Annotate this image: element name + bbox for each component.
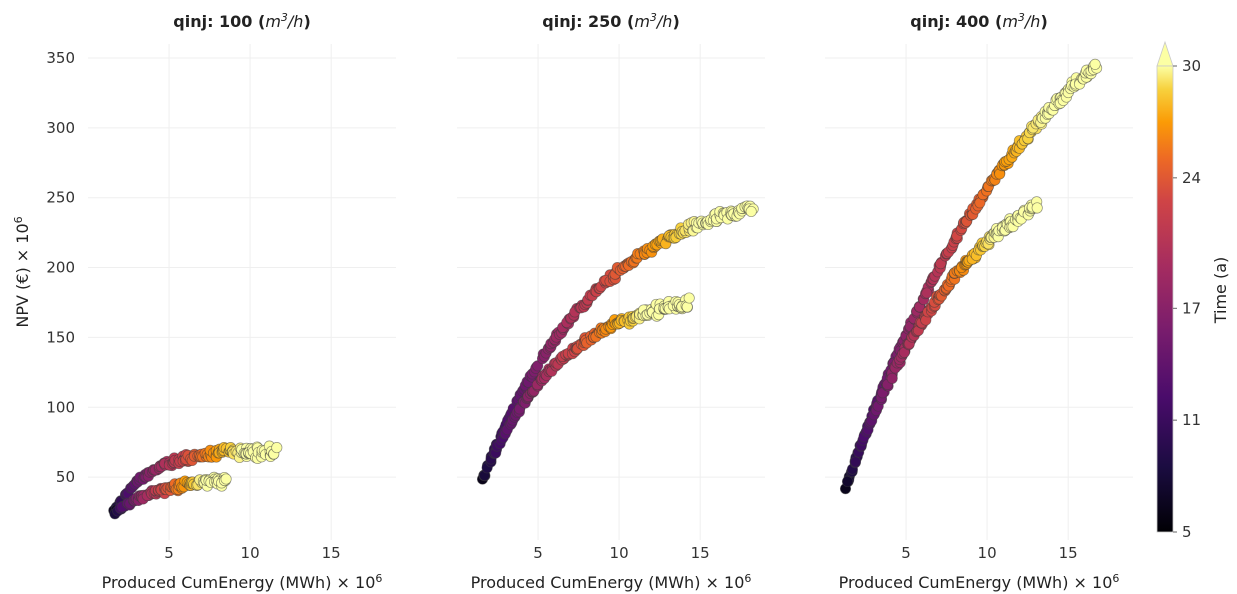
y-axis-label-text: NPV (€) × 10 — [13, 223, 32, 327]
x-axis-label-exponent: 6 — [744, 572, 751, 585]
x-tick-label: 5 — [533, 544, 543, 562]
x-tick-label: 15 — [1059, 544, 1078, 562]
y-tick-label: 250 — [46, 189, 75, 207]
panel-title-suffix: ) — [303, 12, 310, 31]
panel-title: qinj: 250 (m3/h) — [542, 11, 680, 32]
y-axis-label-exponent: 6 — [12, 216, 25, 223]
scatter-point — [1089, 58, 1101, 70]
y-tick-label: 150 — [46, 328, 75, 346]
x-tick-label: 15 — [322, 544, 341, 562]
colorbar-label: Time (a) — [1211, 257, 1230, 325]
colorbar-tick-label: 30 — [1182, 57, 1201, 75]
x-tick-label: 5 — [901, 544, 911, 562]
panel-title-unit-rest: /h — [655, 12, 673, 31]
x-tick-label: 10 — [610, 544, 629, 562]
panel-1: qinj: 100 (m3/h) 5 10 15 50 100 150 200 250 300 35… — [46, 11, 396, 593]
colorbar-tick-label: 5 — [1182, 523, 1192, 541]
panel-title-unit-exponent: 3 — [650, 11, 657, 24]
panel-title-unit-exponent: 3 — [1018, 11, 1025, 24]
panel-title-unit: m — [265, 12, 281, 31]
colorbar-tick-label: 11 — [1182, 411, 1201, 429]
panel-title-unit-rest: /h — [1023, 12, 1041, 31]
scatter-point — [841, 475, 854, 488]
panel-title: qinj: 100 (m3/h) — [173, 11, 311, 32]
panel-title-text: qinj: 400 ( — [910, 12, 1002, 31]
panel-title-unit: m — [1002, 12, 1018, 31]
scatter-points — [108, 440, 283, 520]
scatter-point — [271, 442, 283, 454]
scatter-point — [849, 456, 862, 468]
panel-title-unit-exponent: 3 — [281, 11, 288, 24]
scatter-points — [476, 200, 759, 485]
panel-2: qinj: 250 (m3/h) 5 10 15 Produced CumEnergy … — [457, 11, 765, 593]
scatter-point — [921, 287, 933, 299]
x-axis-label: Produced CumEnergy (MWh) × 106 — [102, 572, 383, 593]
scatter-point — [683, 292, 695, 304]
scatter-point — [745, 205, 757, 218]
scatter-point — [1031, 202, 1043, 214]
panel-title-suffix: ) — [1040, 12, 1047, 31]
colorbar-gradient — [1156, 65, 1174, 533]
x-axis-label-text: Produced CumEnergy (MWh) × 10 — [102, 573, 376, 592]
panel-title-text: qinj: 250 ( — [542, 12, 634, 31]
x-axis-label-exponent: 6 — [1112, 572, 1119, 585]
scatter-points — [839, 58, 1103, 495]
x-axis-label-exponent: 6 — [375, 572, 382, 585]
x-axis-label: Produced CumEnergy (MWh) × 106 — [471, 572, 752, 593]
x-tick-label: 15 — [691, 544, 710, 562]
colorbar-tick-label: 17 — [1182, 299, 1201, 317]
scatter-point — [220, 473, 232, 485]
x-axis-label: Produced CumEnergy (MWh) × 106 — [839, 572, 1120, 593]
x-tick-label: 10 — [241, 544, 260, 562]
y-tick-label: 100 — [46, 398, 75, 416]
y-tick-label: 300 — [46, 119, 75, 137]
panel-title-text: qinj: 100 ( — [173, 12, 265, 31]
y-tick-label: 200 — [46, 259, 75, 277]
y-tick-label: 50 — [56, 468, 75, 486]
x-tick-label: 10 — [978, 544, 997, 562]
x-axis-label-text: Produced CumEnergy (MWh) × 10 — [839, 573, 1113, 592]
x-axis-label-text: Produced CumEnergy (MWh) × 10 — [471, 573, 745, 592]
panel-title-unit-rest: /h — [286, 12, 304, 31]
panel-title-suffix: ) — [672, 12, 679, 31]
panel-title-unit: m — [634, 12, 650, 31]
colorbar-extend-triangle — [1156, 40, 1174, 67]
scatter-point — [886, 372, 898, 384]
y-axis-label: NPV (€) × 106 — [12, 216, 33, 327]
colorbar-tick-label: 24 — [1182, 169, 1201, 187]
y-tick-label: 350 — [46, 49, 75, 67]
x-tick-label: 5 — [164, 544, 174, 562]
colorbar: 5 11 17 24 30 Time (a) — [1156, 40, 1230, 541]
panel-title: qinj: 400 (m3/h) — [910, 11, 1048, 32]
panel-3: qinj: 400 (m3/h) 5 10 15 Produced CumEnergy … — [825, 11, 1133, 593]
